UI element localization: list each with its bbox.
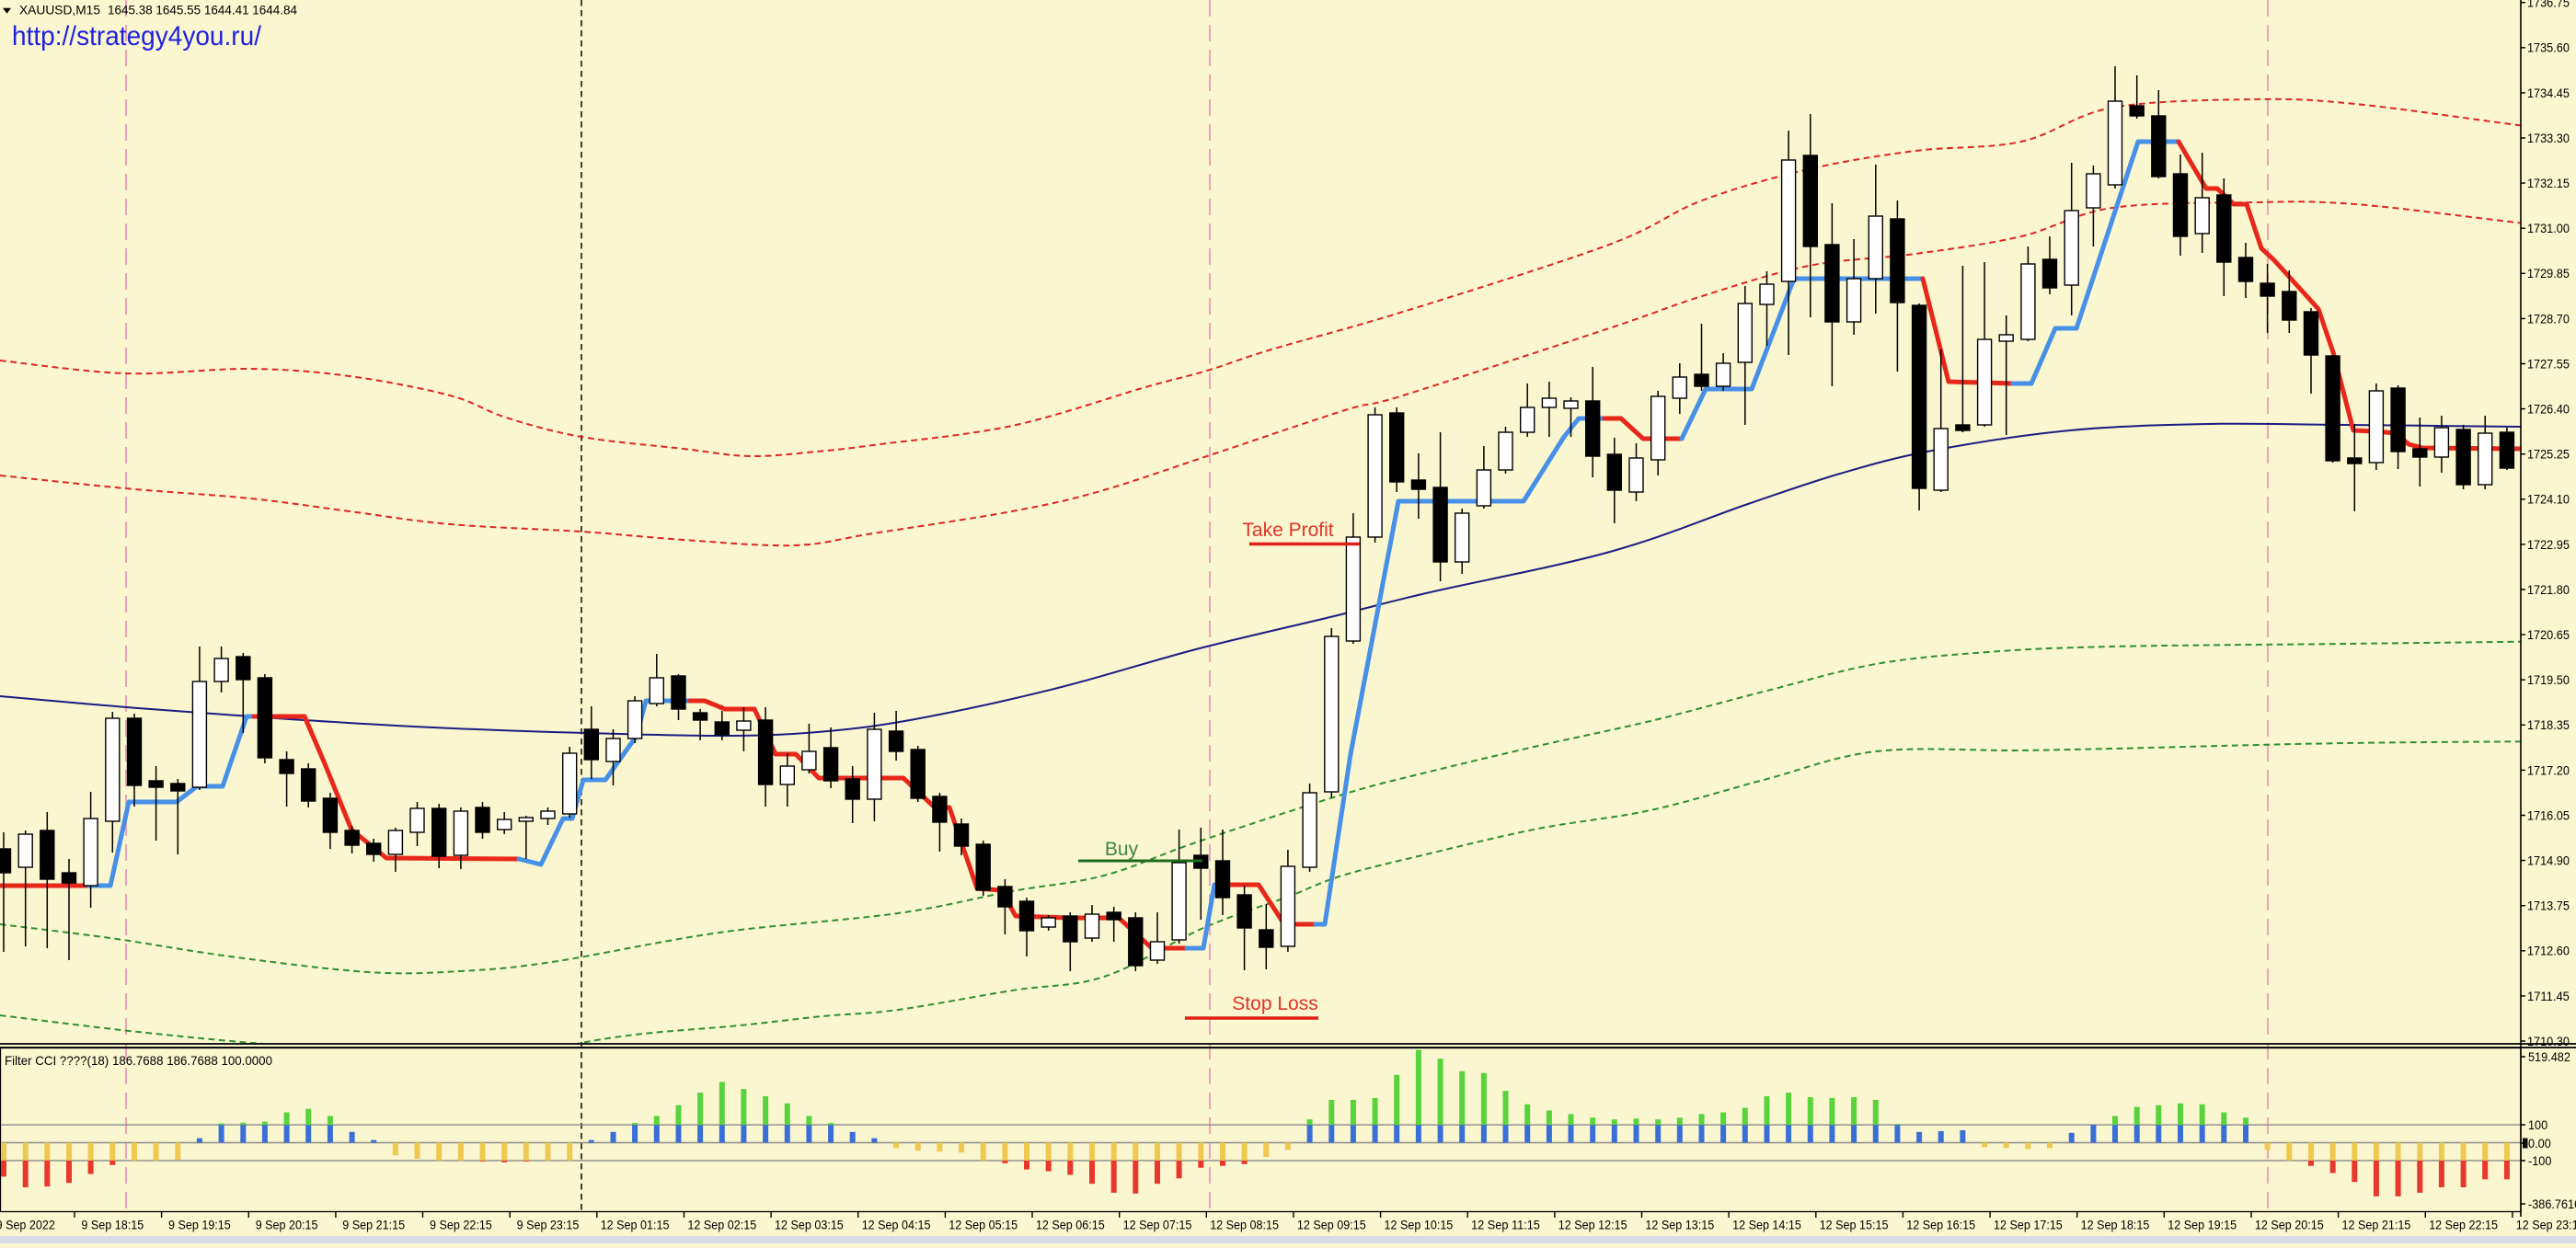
svg-text:9 Sep 21:15: 9 Sep 21:15 xyxy=(342,1218,405,1232)
svg-text:9 Sep 2022: 9 Sep 2022 xyxy=(0,1218,55,1232)
svg-text:12 Sep 11:15: 12 Sep 11:15 xyxy=(1471,1218,1540,1232)
svg-text:Stop Loss: Stop Loss xyxy=(1232,993,1317,1014)
svg-text:12 Sep 07:15: 12 Sep 07:15 xyxy=(1123,1218,1192,1232)
svg-text:12 Sep 05:15: 12 Sep 05:15 xyxy=(949,1218,1018,1232)
svg-text:1727.55: 1727.55 xyxy=(2527,356,2570,371)
svg-text:1725.25: 1725.25 xyxy=(2527,447,2570,462)
svg-text:Filter CCI ????(18) 186.7688: Filter CCI ????(18) 186.7688 186.7688 10… xyxy=(5,1053,272,1068)
svg-text:12 Sep 02:15: 12 Sep 02:15 xyxy=(687,1218,756,1232)
svg-text:http://strategy4you.ru/: http://strategy4you.ru/ xyxy=(12,21,262,52)
svg-text:Buy: Buy xyxy=(1105,839,1139,860)
svg-text:12 Sep 17:15: 12 Sep 17:15 xyxy=(1994,1218,2063,1232)
svg-text:1645.38 1645.55 1644.41 1644.8: 1645.38 1645.55 1644.41 1644.84 xyxy=(108,2,297,17)
svg-text:12 Sep 03:15: 12 Sep 03:15 xyxy=(775,1218,844,1232)
svg-text:1735.60: 1735.60 xyxy=(2527,40,2570,55)
svg-text:1728.70: 1728.70 xyxy=(2527,311,2570,326)
svg-text:12 Sep 15:15: 12 Sep 15:15 xyxy=(1820,1218,1889,1232)
svg-text:Take Profit: Take Profit xyxy=(1242,520,1333,541)
svg-text:1721.80: 1721.80 xyxy=(2527,582,2570,597)
svg-text:12 Sep 01:15: 12 Sep 01:15 xyxy=(601,1218,670,1232)
svg-text:1711.45: 1711.45 xyxy=(2527,989,2570,1003)
svg-text:1710.30: 1710.30 xyxy=(2527,1034,2570,1048)
svg-text:12 Sep 09:15: 12 Sep 09:15 xyxy=(1297,1218,1366,1232)
svg-text:9 Sep 18:15: 9 Sep 18:15 xyxy=(81,1218,144,1232)
svg-text:1734.45: 1734.45 xyxy=(2527,86,2570,100)
svg-text:1722.95: 1722.95 xyxy=(2527,537,2570,552)
svg-text:1713.75: 1713.75 xyxy=(2527,899,2570,913)
svg-text:1718.35: 1718.35 xyxy=(2527,717,2570,732)
svg-text:XAUUSD,M15: XAUUSD,M15 xyxy=(19,2,100,17)
svg-text:12 Sep 08:15: 12 Sep 08:15 xyxy=(1210,1218,1279,1232)
svg-text:1732.15: 1732.15 xyxy=(2527,176,2570,190)
svg-text:519.482: 519.482 xyxy=(2528,1049,2570,1064)
svg-text:9 Sep 19:15: 9 Sep 19:15 xyxy=(168,1218,231,1232)
svg-text:1716.05: 1716.05 xyxy=(2527,807,2570,822)
svg-text:12 Sep 10:15: 12 Sep 10:15 xyxy=(1385,1218,1454,1232)
svg-text:9 Sep 22:15: 9 Sep 22:15 xyxy=(430,1218,492,1232)
svg-text:9 Sep 20:15: 9 Sep 20:15 xyxy=(256,1218,318,1232)
svg-text:12 Sep 12:15: 12 Sep 12:15 xyxy=(1558,1218,1627,1232)
svg-text:1714.90: 1714.90 xyxy=(2527,853,2570,868)
svg-text:1717.20: 1717.20 xyxy=(2527,762,2570,777)
svg-text:12 Sep 04:15: 12 Sep 04:15 xyxy=(862,1218,931,1232)
svg-text:12 Sep 16:15: 12 Sep 16:15 xyxy=(1906,1218,1975,1232)
svg-text:0.00: 0.00 xyxy=(2528,1136,2551,1151)
svg-text:1736.75: 1736.75 xyxy=(2527,0,2570,10)
svg-text:1729.85: 1729.85 xyxy=(2527,266,2570,281)
svg-text:12 Sep 23:15: 12 Sep 23:15 xyxy=(2516,1218,2576,1232)
svg-text:1733.30: 1733.30 xyxy=(2527,131,2570,145)
svg-text:9 Sep 23:15: 9 Sep 23:15 xyxy=(517,1218,580,1232)
svg-text:1724.10: 1724.10 xyxy=(2527,492,2570,507)
svg-text:12 Sep 06:15: 12 Sep 06:15 xyxy=(1036,1218,1105,1232)
svg-text:100: 100 xyxy=(2528,1117,2547,1132)
svg-text:12 Sep 14:15: 12 Sep 14:15 xyxy=(1732,1218,1801,1232)
svg-text:-386.7616: -386.7616 xyxy=(2528,1196,2576,1211)
svg-text:1719.50: 1719.50 xyxy=(2527,672,2570,687)
svg-text:12 Sep 18:15: 12 Sep 18:15 xyxy=(2081,1218,2150,1232)
svg-text:12 Sep 22:15: 12 Sep 22:15 xyxy=(2429,1218,2498,1232)
svg-text:12 Sep 19:15: 12 Sep 19:15 xyxy=(2168,1218,2237,1232)
svg-text:12 Sep 21:15: 12 Sep 21:15 xyxy=(2342,1218,2411,1232)
svg-text:1720.65: 1720.65 xyxy=(2527,627,2570,642)
svg-text:1712.60: 1712.60 xyxy=(2527,944,2570,958)
svg-text:1731.00: 1731.00 xyxy=(2527,221,2570,235)
svg-text:1726.40: 1726.40 xyxy=(2527,402,2570,417)
svg-text:12 Sep 20:15: 12 Sep 20:15 xyxy=(2255,1218,2324,1232)
svg-text:-100: -100 xyxy=(2528,1153,2552,1168)
svg-text:12 Sep 13:15: 12 Sep 13:15 xyxy=(1645,1218,1714,1232)
